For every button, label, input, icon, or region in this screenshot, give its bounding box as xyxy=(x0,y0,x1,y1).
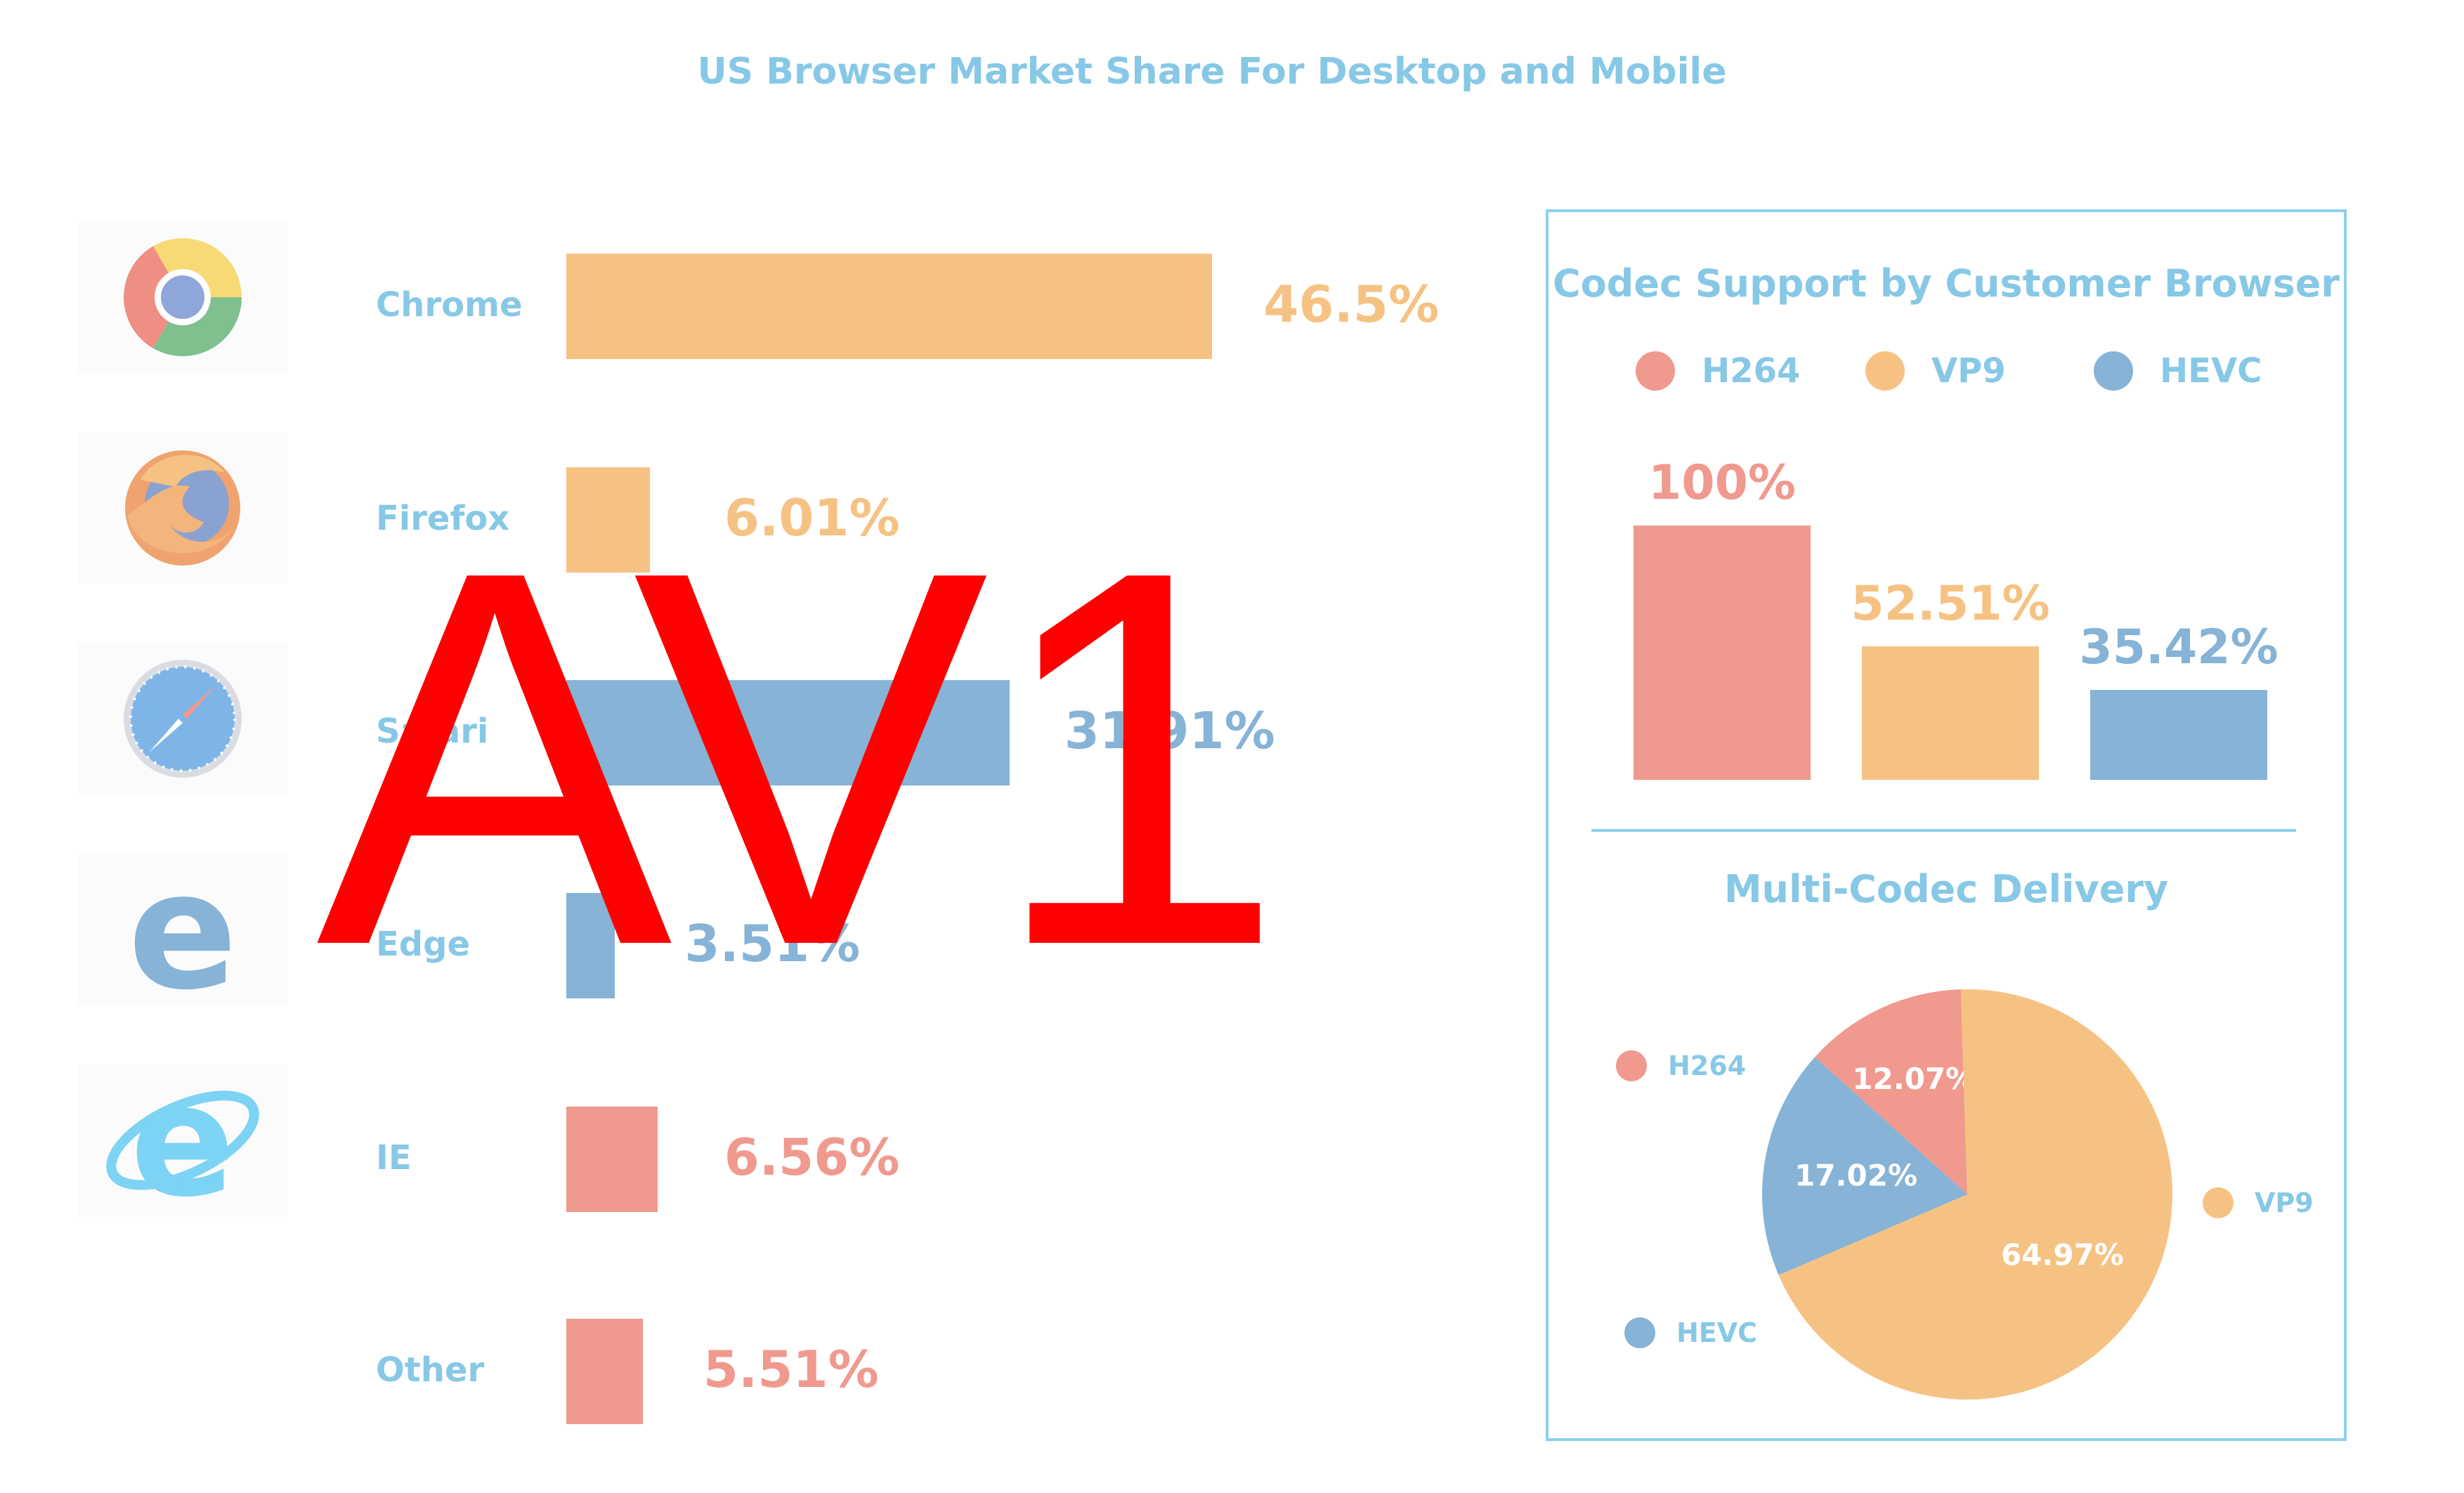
pie-legend-label-h264: H264 xyxy=(1668,1050,1747,1081)
pie-legend-label-hevc: HEVC xyxy=(1676,1317,1758,1348)
category-label-firefox: Firefox xyxy=(376,499,510,538)
legend-item-vp9: VP9 xyxy=(1865,351,2006,391)
value-label-firefox: 6.01% xyxy=(724,488,900,547)
value-label-safari: 31.91% xyxy=(1064,701,1275,760)
legend-label-hevc: HEVC xyxy=(2160,351,2262,391)
legend-label-vp9: VP9 xyxy=(1931,351,2006,391)
codec-value-hevc: 35.42% xyxy=(2079,619,2279,675)
codec-bar-vp9 xyxy=(1862,646,2039,780)
category-label-edge: Edge xyxy=(376,925,471,964)
pie-legend-swatch-h264 xyxy=(1616,1050,1647,1081)
edge-icon: e xyxy=(77,854,288,1005)
svg-text:e: e xyxy=(128,854,237,1005)
codec-support-title: Codec Support by Customer Browser xyxy=(1552,261,2340,306)
pie-label-vp9: 64.97% xyxy=(2001,1237,2124,1272)
pie-legend-label-vp9: VP9 xyxy=(2255,1187,2314,1218)
value-label-ie: 6.56% xyxy=(724,1128,900,1187)
bar-other xyxy=(566,1319,643,1424)
chrome-icon xyxy=(77,221,288,373)
legend-item-hevc: HEVC xyxy=(2094,351,2262,391)
bar-chrome xyxy=(566,254,1213,359)
pie-legend-swatch-vp9 xyxy=(2203,1187,2234,1218)
pie-label-hevc: 17.02% xyxy=(1794,1159,1917,1193)
codec-bar-h264 xyxy=(1634,526,1811,780)
ie-icon: e xyxy=(77,1064,288,1216)
bar-ie xyxy=(566,1107,658,1212)
pie-slice-hevc xyxy=(1762,1057,1967,1275)
pie-label-h264: 12.07% xyxy=(1852,1062,1975,1096)
pie-slice-vp9 xyxy=(1778,989,2172,1400)
codec-value-h264: 100% xyxy=(1648,455,1797,511)
bar-firefox xyxy=(566,467,650,573)
pie-legend-item-h264: H264 xyxy=(1616,1050,1746,1081)
codec-panel: Codec Support by Customer Browser Multi-… xyxy=(1546,209,2347,1441)
pie-legend-item-vp9: VP9 xyxy=(2203,1187,2314,1218)
pie-legend-swatch-hevc xyxy=(1624,1317,1655,1348)
chart-title: US Browser Market Share For Desktop and … xyxy=(697,51,1727,93)
panel-divider xyxy=(1591,829,2296,832)
category-label-other: Other xyxy=(376,1350,485,1390)
value-label-other: 5.51% xyxy=(703,1340,879,1399)
multi-codec-title: Multi-Codec Delivery xyxy=(1723,867,2169,911)
legend-item-h264: H264 xyxy=(1636,351,1800,391)
codec-value-vp9: 52.51% xyxy=(1851,575,2050,632)
multi-codec-pie: 12.07% 64.97% 17.02% xyxy=(1762,989,2172,1400)
pie-slice-h264 xyxy=(1815,989,1967,1194)
codec-bar-hevc xyxy=(2090,689,2267,780)
category-label-chrome: Chrome xyxy=(376,285,523,325)
value-label-chrome: 46.5% xyxy=(1263,275,1440,334)
av1-watermark: AV1 xyxy=(316,460,1286,1057)
legend-label-h264: H264 xyxy=(1702,351,1801,391)
legend-swatch-vp9 xyxy=(1865,351,1905,391)
legend-swatch-h264 xyxy=(1636,351,1675,391)
value-label-edge: 3.51% xyxy=(684,914,861,973)
legend-swatch-hevc xyxy=(2094,351,2133,391)
safari-icon xyxy=(77,643,288,795)
bar-edge xyxy=(566,893,615,998)
svg-text:e: e xyxy=(130,1064,235,1216)
category-label-safari: Safari xyxy=(376,712,489,751)
pie-legend-item-hevc: HEVC xyxy=(1624,1317,1757,1348)
firefox-icon xyxy=(77,432,288,584)
category-label-ie: IE xyxy=(376,1138,412,1178)
bar-safari xyxy=(566,680,1010,785)
